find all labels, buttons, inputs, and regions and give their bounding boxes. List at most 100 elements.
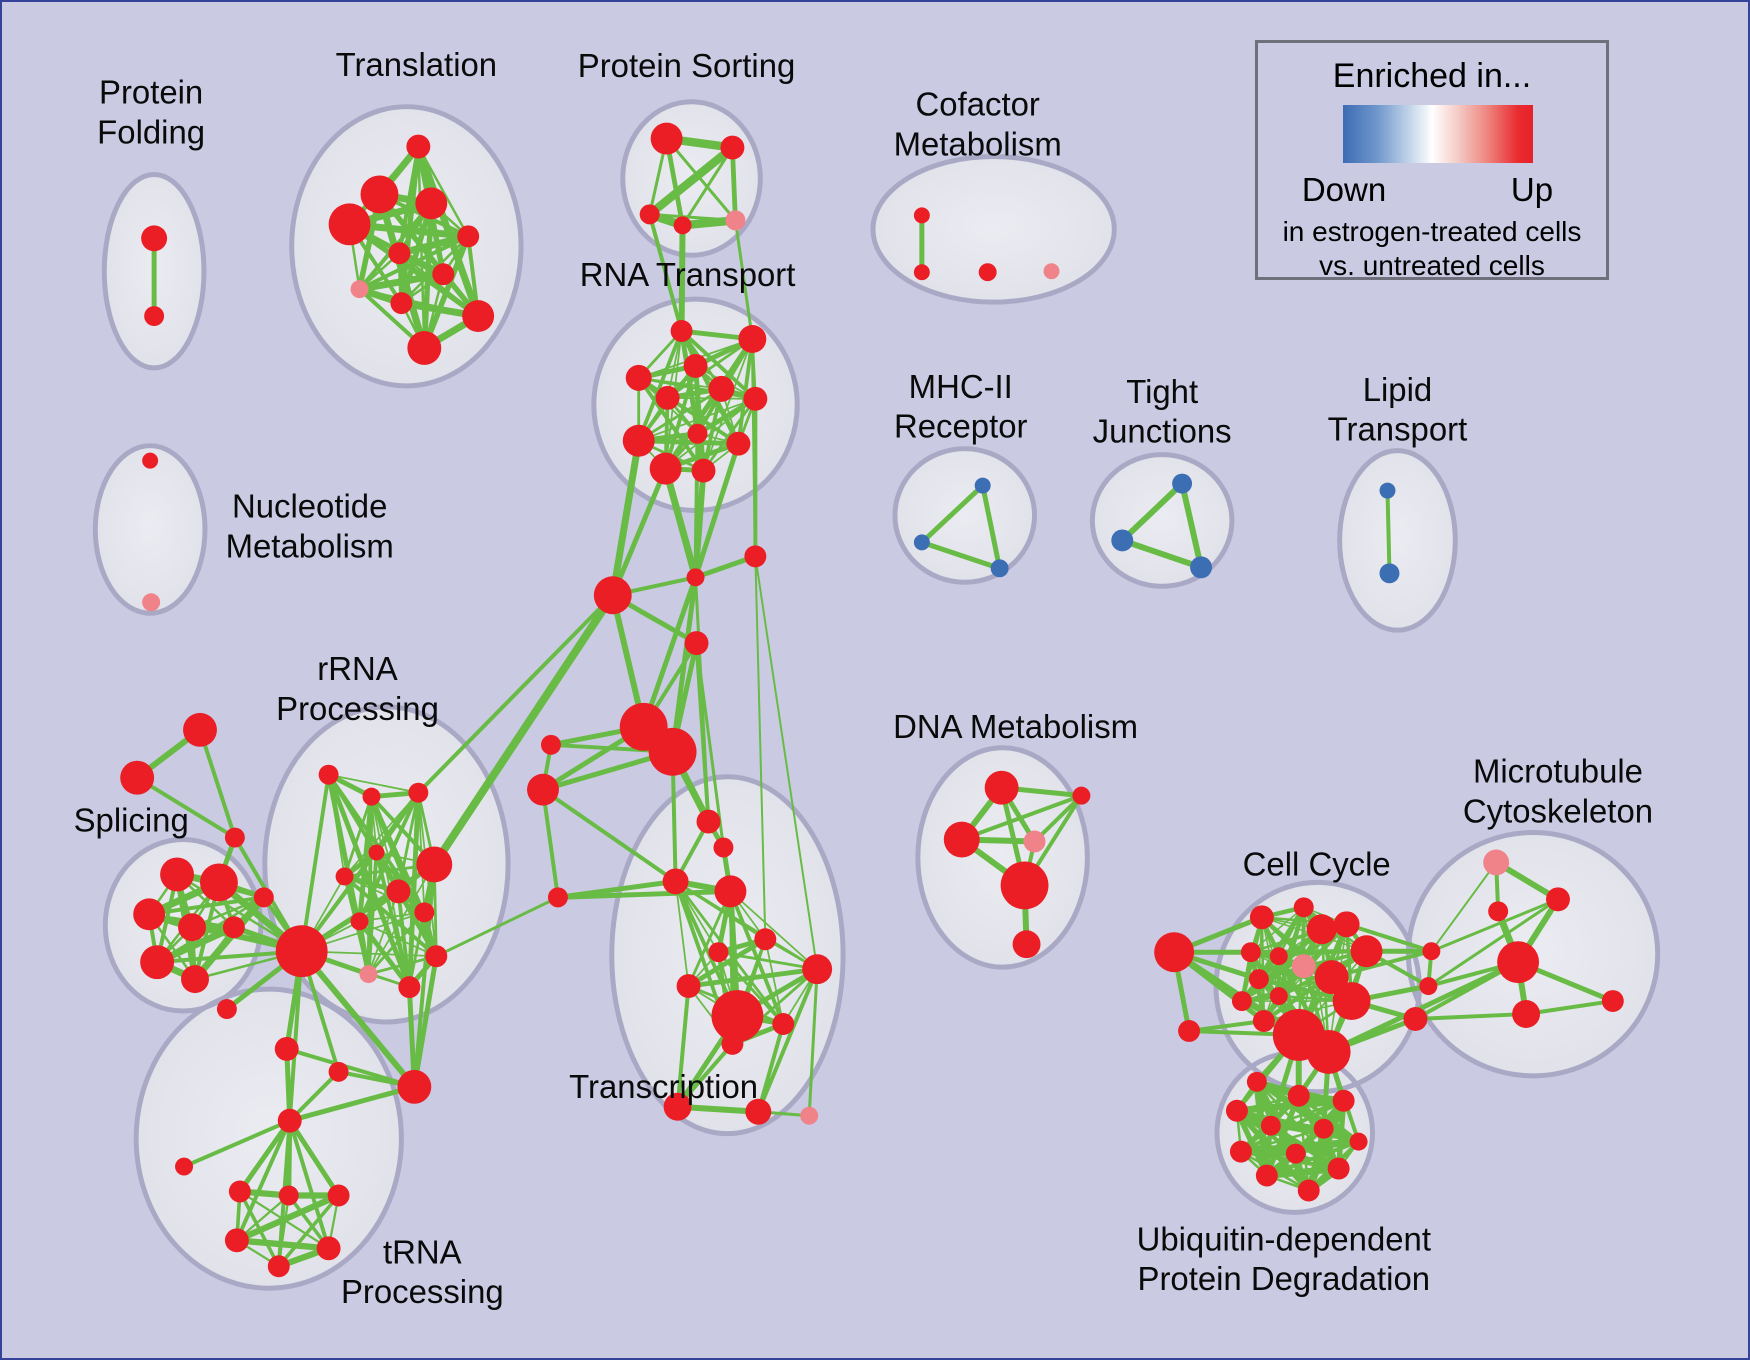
network-node-121[interactable] xyxy=(1546,887,1570,912)
network-node-48[interactable] xyxy=(275,925,328,978)
network-node-33[interactable] xyxy=(684,631,709,656)
network-node-50[interactable] xyxy=(350,912,369,931)
network-node-74[interactable] xyxy=(802,954,833,985)
network-node-14[interactable] xyxy=(720,135,745,160)
network-node-47[interactable] xyxy=(416,846,453,883)
network-node-70[interactable] xyxy=(714,875,747,908)
network-node-126[interactable] xyxy=(1246,1071,1267,1092)
network-node-59[interactable] xyxy=(199,863,238,902)
network-node-142[interactable] xyxy=(228,1180,251,1203)
network-node-28[interactable] xyxy=(649,452,682,485)
network-node-78[interactable] xyxy=(663,1092,692,1121)
network-node-79[interactable] xyxy=(745,1098,772,1125)
network-node-1[interactable] xyxy=(144,306,165,327)
network-node-77[interactable] xyxy=(721,1032,744,1055)
network-node-53[interactable] xyxy=(216,999,237,1019)
network-node-138[interactable] xyxy=(142,452,159,469)
network-node-13[interactable] xyxy=(650,122,683,155)
network-node-17[interactable] xyxy=(725,210,746,231)
network-node-8[interactable] xyxy=(432,263,455,286)
network-node-94[interactable] xyxy=(1172,473,1193,494)
network-node-132[interactable] xyxy=(1349,1132,1368,1151)
network-node-87[interactable] xyxy=(913,207,930,224)
network-node-119[interactable] xyxy=(1403,1007,1428,1031)
network-node-143[interactable] xyxy=(278,1185,299,1206)
network-node-45[interactable] xyxy=(386,879,411,904)
network-node-111[interactable] xyxy=(1248,969,1269,990)
network-node-3[interactable] xyxy=(360,175,399,214)
network-node-110[interactable] xyxy=(1332,982,1371,1020)
network-node-9[interactable] xyxy=(350,280,369,299)
network-node-127[interactable] xyxy=(1287,1084,1310,1107)
network-node-134[interactable] xyxy=(1285,1143,1306,1164)
network-node-68[interactable] xyxy=(713,837,734,858)
network-node-54[interactable] xyxy=(274,1036,299,1061)
network-node-18[interactable] xyxy=(670,320,693,342)
network-node-32[interactable] xyxy=(744,545,767,568)
network-node-69[interactable] xyxy=(662,868,689,895)
network-node-133[interactable] xyxy=(1229,1140,1252,1163)
network-node-98[interactable] xyxy=(1379,563,1400,584)
network-node-56[interactable] xyxy=(397,1069,432,1104)
network-node-99[interactable] xyxy=(1154,932,1195,973)
network-node-102[interactable] xyxy=(1293,897,1314,918)
network-node-55[interactable] xyxy=(328,1061,349,1082)
network-node-117[interactable] xyxy=(1422,942,1441,961)
network-node-43[interactable] xyxy=(368,844,385,861)
network-node-71[interactable] xyxy=(708,942,729,963)
network-node-30[interactable] xyxy=(593,576,632,615)
network-node-147[interactable] xyxy=(267,1255,290,1278)
network-node-95[interactable] xyxy=(1111,529,1134,552)
network-node-124[interactable] xyxy=(1512,1000,1541,1028)
network-node-57[interactable] xyxy=(547,887,568,908)
network-node-15[interactable] xyxy=(639,204,660,225)
network-node-88[interactable] xyxy=(913,264,930,281)
network-node-128[interactable] xyxy=(1332,1089,1355,1112)
network-node-90[interactable] xyxy=(1043,263,1060,280)
network-node-112[interactable] xyxy=(1231,991,1252,1012)
network-node-136[interactable] xyxy=(1327,1157,1350,1180)
network-node-130[interactable] xyxy=(1260,1115,1281,1136)
network-node-144[interactable] xyxy=(327,1184,350,1207)
network-node-11[interactable] xyxy=(462,300,495,333)
network-node-64[interactable] xyxy=(181,965,209,994)
network-node-123[interactable] xyxy=(1497,941,1540,984)
network-node-122[interactable] xyxy=(1488,901,1509,922)
network-node-19[interactable] xyxy=(738,325,767,353)
network-node-107[interactable] xyxy=(1269,947,1288,966)
network-node-137[interactable] xyxy=(1297,1179,1320,1202)
network-node-37[interactable] xyxy=(183,712,217,747)
network-node-145[interactable] xyxy=(224,1228,249,1253)
network-node-83[interactable] xyxy=(943,821,980,858)
network-node-10[interactable] xyxy=(390,292,413,315)
network-node-0[interactable] xyxy=(141,225,168,252)
network-node-114[interactable] xyxy=(1252,1010,1275,1032)
network-node-46[interactable] xyxy=(414,902,435,923)
network-node-81[interactable] xyxy=(984,770,1019,805)
network-node-5[interactable] xyxy=(328,203,371,246)
network-node-60[interactable] xyxy=(133,898,166,931)
network-node-96[interactable] xyxy=(1190,556,1213,579)
network-node-62[interactable] xyxy=(222,916,245,939)
network-node-140[interactable] xyxy=(277,1108,302,1133)
network-node-120[interactable] xyxy=(1483,849,1510,876)
network-node-108[interactable] xyxy=(1291,954,1316,979)
network-node-35[interactable] xyxy=(648,727,697,776)
network-node-91[interactable] xyxy=(974,477,991,494)
network-node-113[interactable] xyxy=(1269,987,1288,1006)
network-node-49[interactable] xyxy=(359,965,378,984)
network-node-109[interactable] xyxy=(1314,960,1349,995)
network-node-93[interactable] xyxy=(990,559,1009,578)
network-node-36[interactable] xyxy=(540,734,561,755)
network-node-26[interactable] xyxy=(622,424,655,457)
network-node-84[interactable] xyxy=(1023,830,1046,853)
network-node-27[interactable] xyxy=(726,431,751,456)
network-node-4[interactable] xyxy=(415,187,448,220)
network-node-131[interactable] xyxy=(1313,1118,1334,1139)
network-node-21[interactable] xyxy=(625,364,652,391)
network-node-58[interactable] xyxy=(160,857,195,892)
network-node-116[interactable] xyxy=(1306,1029,1351,1074)
network-node-92[interactable] xyxy=(913,534,930,551)
network-node-66[interactable] xyxy=(527,773,559,806)
network-node-72[interactable] xyxy=(754,928,777,951)
